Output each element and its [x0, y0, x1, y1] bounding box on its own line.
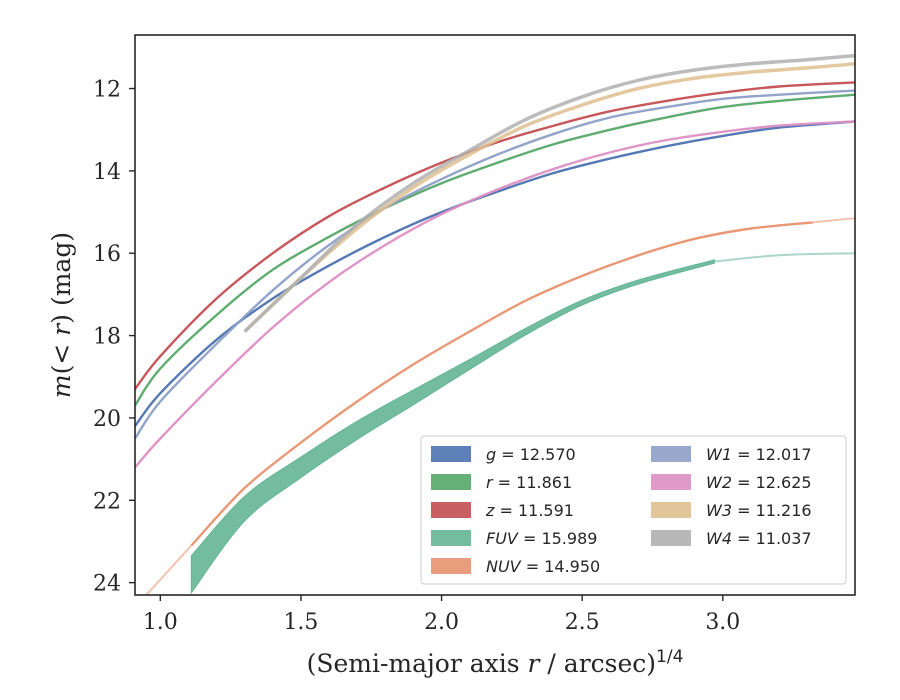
plot-frame [134, 34, 856, 596]
series-w2-line [135, 120, 855, 469]
legend-label-w1: W1 = 12.017 [706, 445, 812, 464]
y-tick-label: 18 [93, 325, 121, 350]
legend-label-z: z = 11.591 [485, 501, 574, 520]
legend-swatch-z [431, 502, 471, 518]
legend-swatch-r [431, 474, 471, 490]
y-tick-label: 20 [93, 407, 121, 432]
legend-label-fuv: FUV = 15.989 [486, 529, 597, 548]
series-group [135, 53, 855, 595]
series-nuv-extension-2 [812, 217, 855, 224]
legend-label-nuv: NUV = 14.950 [486, 557, 600, 576]
legend: g = 12.570 r = 11.861 z = 11.591 FUV = 15.9… [420, 435, 847, 585]
y-axis: 12 14 16 18 20 22 24 [93, 78, 135, 597]
legend-box [420, 435, 847, 585]
y-axis-label: m(< r) (mag) [47, 232, 76, 398]
series-w4-line [243, 53, 855, 333]
x-tick-label: 1.5 [283, 610, 318, 635]
legend-swatch-nuv [431, 558, 471, 574]
legend-swatch-w3 [651, 502, 691, 518]
series-g-line [135, 120, 855, 427]
plot-area [134, 34, 856, 596]
series-fuv-extension [714, 252, 855, 263]
y-tick-label: 22 [93, 489, 121, 514]
legend-swatch-w2 [651, 474, 691, 490]
legend-label-g: g = 12.570 [486, 445, 576, 464]
legend-swatch-fuv [431, 530, 471, 546]
x-tick-label: 1.0 [143, 610, 178, 635]
legend-label-w2: W2 = 12.625 [706, 473, 812, 492]
legend-swatch-g [431, 446, 471, 462]
series-r-line [135, 93, 855, 407]
legend-label-w3: W3 = 11.216 [706, 501, 812, 520]
y-tick-label: 12 [93, 78, 121, 103]
x-tick-label: 2.5 [565, 610, 600, 635]
series-nuv-extension [145, 544, 193, 595]
y-tick-label: 16 [93, 242, 121, 267]
series-w3-line [243, 62, 855, 333]
series-w1-line [135, 89, 855, 440]
series-nuv-line [190, 221, 813, 547]
series-fuv-band [190, 259, 715, 595]
legend-label-r: r = 11.861 [486, 473, 572, 492]
x-tick-label: 3.0 [705, 610, 740, 635]
x-axis: 1.0 1.5 2.0 2.5 3.0 [143, 595, 740, 635]
legend-swatch-w4 [651, 530, 691, 546]
legend-swatch-w1 [651, 446, 691, 462]
legend-label-w4: W4 = 11.037 [706, 529, 812, 548]
y-tick-label: 14 [93, 160, 121, 185]
x-axis-label: (Semi-major axis r / arcsec)1/4 [307, 647, 684, 678]
y-tick-label: 24 [93, 572, 121, 597]
x-tick-label: 2.0 [424, 610, 459, 635]
